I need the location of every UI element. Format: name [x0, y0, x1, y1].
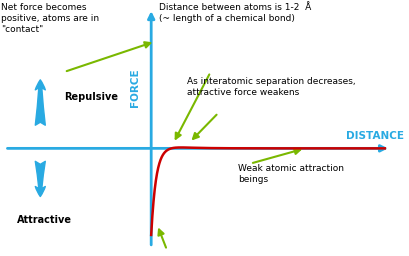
Text: Repulsive: Repulsive [64, 92, 118, 102]
Text: As interatomic separation decreases,
attractive force weakens: As interatomic separation decreases, att… [187, 77, 355, 97]
Text: FORCE: FORCE [130, 68, 140, 106]
Text: Net force becomes
positive, atoms are in
"contact": Net force becomes positive, atoms are in… [1, 3, 99, 35]
Text: DISTANCE: DISTANCE [346, 131, 404, 141]
Text: Distance between atoms is 1-2  Å
(~ length of a chemical bond): Distance between atoms is 1-2 Å (~ lengt… [159, 3, 311, 23]
Text: Attractive: Attractive [16, 215, 72, 225]
Text: Weak atomic attraction
beings: Weak atomic attraction beings [238, 164, 344, 184]
